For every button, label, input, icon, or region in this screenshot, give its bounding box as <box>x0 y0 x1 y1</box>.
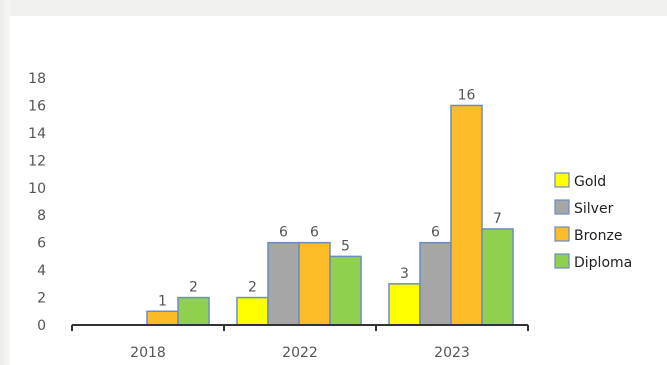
bar-bronze-2018 <box>146 310 179 326</box>
y-tick-label: 2 <box>37 291 46 307</box>
y-tick-label: 18 <box>28 71 46 87</box>
y-tick-label: 6 <box>37 236 46 252</box>
y-tick-label: 12 <box>28 153 46 169</box>
x-category-label: 2023 <box>434 345 470 361</box>
y-tick-label: 0 <box>37 318 46 334</box>
bar-bronze-2022 <box>298 241 331 326</box>
legend: Gold Silver Bronze Diploma <box>554 172 632 271</box>
data-label-gold-2022: 2 <box>248 280 257 296</box>
legend-label-diploma: Diploma <box>574 255 632 271</box>
legend-label-silver: Silver <box>574 201 614 217</box>
bar-silver-2022 <box>267 241 300 326</box>
y-tick-label: 14 <box>28 126 46 142</box>
bar-diploma-2022 <box>329 255 362 326</box>
bars <box>146 104 514 326</box>
y-tick-label: 4 <box>37 263 46 279</box>
bar-diploma-2023 <box>481 228 514 326</box>
legend-swatch-bronze <box>554 226 570 242</box>
data-label-silver-2023: 6 <box>431 225 440 241</box>
legend-swatch-gold <box>554 172 570 188</box>
data-labels: 1 2 2 6 6 5 3 6 16 7 <box>158 87 502 309</box>
data-label-bronze-2018: 1 <box>158 293 167 309</box>
x-category-label: 2018 <box>130 345 166 361</box>
y-tick-label: 16 <box>28 98 46 114</box>
data-label-silver-2022: 6 <box>279 225 288 241</box>
data-label-bronze-2023: 16 <box>458 87 476 103</box>
legend-label-gold: Gold <box>574 174 606 190</box>
bar-bronze-2023 <box>450 104 483 326</box>
data-label-gold-2023: 3 <box>400 266 409 282</box>
data-label-diploma-2018: 2 <box>189 280 198 296</box>
legend-label-bronze: Bronze <box>574 228 622 244</box>
y-tick-label: 10 <box>28 181 46 197</box>
data-label-diploma-2023: 7 <box>493 211 502 227</box>
data-label-bronze-2022: 6 <box>310 225 319 241</box>
bar-gold-2023 <box>388 283 421 326</box>
bar-gold-2022 <box>236 296 269 326</box>
x-category-label: 2022 <box>282 345 318 361</box>
bar-diploma-2018 <box>177 296 210 326</box>
y-axis: 0 2 4 6 8 10 12 14 16 18 <box>28 71 46 334</box>
y-tick-label: 8 <box>37 208 46 224</box>
x-axis: 2018 2022 2023 <box>71 324 529 361</box>
legend-swatch-silver <box>554 199 570 215</box>
legend-swatch-diploma <box>554 253 570 269</box>
bar-silver-2023 <box>419 241 452 326</box>
slide-edge <box>0 0 10 365</box>
data-label-diploma-2022: 5 <box>341 238 350 254</box>
